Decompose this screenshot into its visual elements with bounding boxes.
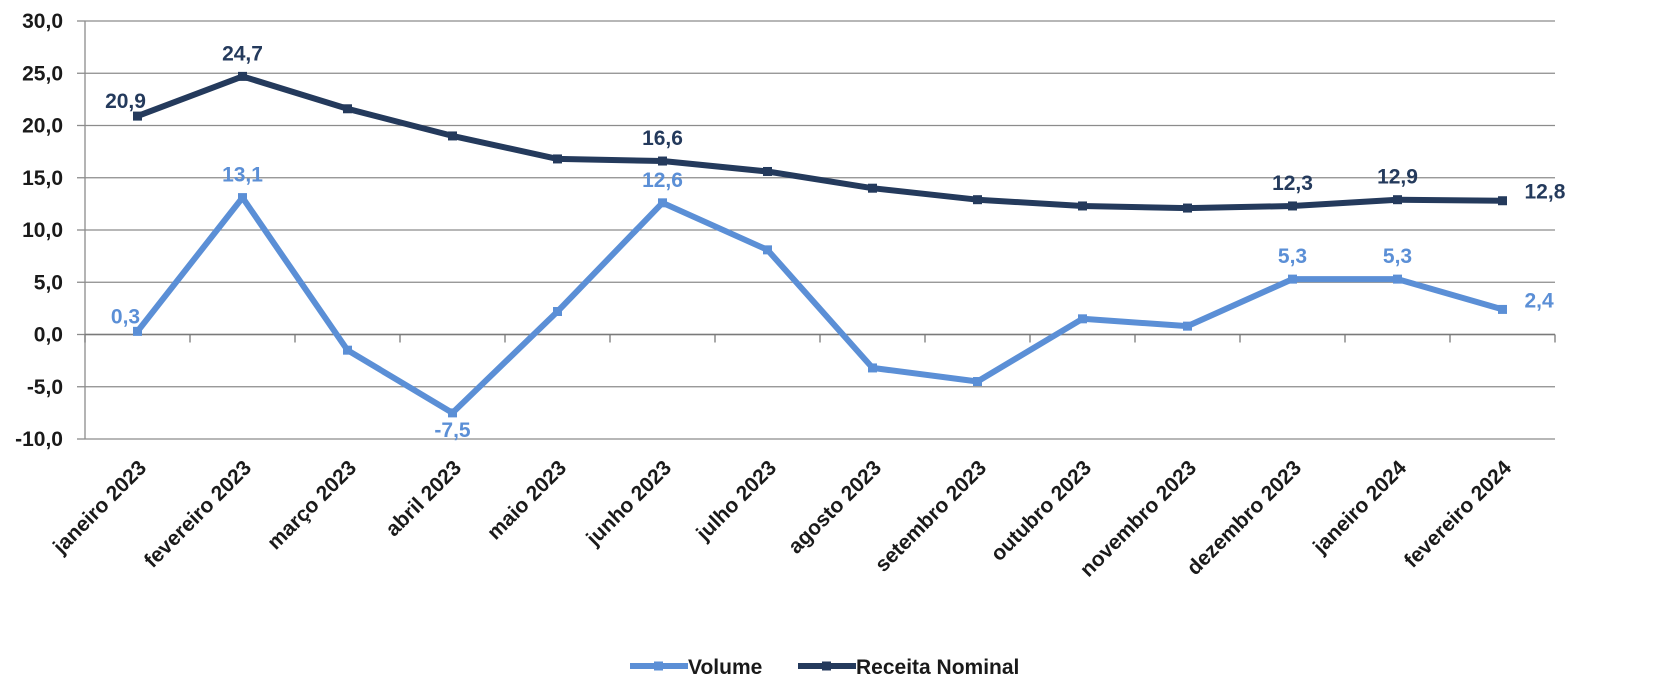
data-label: 0,3 bbox=[111, 305, 140, 328]
x-tick-label: março 2023 bbox=[263, 456, 361, 554]
data-point bbox=[1393, 195, 1402, 205]
legend-swatch-marker bbox=[822, 661, 831, 671]
data-point bbox=[1288, 274, 1297, 284]
x-tick-label: fevereiro 2024 bbox=[1400, 456, 1516, 572]
data-labels: 0,3 13,1 -7,5 12,6 5,3 5,3 2,4 20,9 24,7 16,6 12,3… bbox=[105, 42, 1566, 441]
data-label: 12,6 bbox=[642, 169, 683, 192]
data-point bbox=[973, 377, 982, 387]
y-tick-label: 10,0 bbox=[22, 219, 63, 242]
data-label: -7,5 bbox=[434, 419, 471, 442]
data-point bbox=[763, 245, 772, 255]
legend-swatch-marker bbox=[654, 661, 663, 671]
data-label: 20,9 bbox=[105, 90, 146, 113]
y-tick-label: 5,0 bbox=[34, 271, 63, 294]
data-point bbox=[1078, 201, 1087, 211]
data-point bbox=[1183, 203, 1192, 213]
series-line-1 bbox=[134, 73, 1506, 212]
data-point bbox=[133, 326, 142, 336]
y-tick-label: -5,0 bbox=[27, 376, 63, 399]
data-point bbox=[658, 198, 667, 208]
data-label: 16,6 bbox=[642, 127, 683, 150]
x-tick-label: janeiro 2023 bbox=[48, 456, 151, 559]
y-tick-label: 0,0 bbox=[34, 324, 63, 347]
data-point bbox=[448, 408, 457, 418]
data-label: 5,3 bbox=[1278, 245, 1307, 268]
y-axis-tick-labels: -10,0 -5,0 0,0 5,0 10,0 15,0 20,0 25,0 30,0 bbox=[15, 10, 63, 451]
x-tick-label: julho 2023 bbox=[691, 456, 781, 546]
data-label: 12,8 bbox=[1525, 181, 1566, 204]
x-tick-label: outubro 2023 bbox=[987, 456, 1097, 566]
data-point bbox=[133, 111, 142, 121]
data-label: 24,7 bbox=[222, 42, 263, 65]
data-point bbox=[763, 166, 772, 176]
data-point bbox=[1078, 314, 1087, 324]
axes bbox=[77, 20, 1556, 440]
data-label: 12,3 bbox=[1272, 172, 1313, 195]
y-tick-label: 30,0 bbox=[22, 10, 63, 33]
data-point bbox=[868, 183, 877, 193]
x-tick-label: maio 2023 bbox=[483, 456, 571, 544]
x-tick-label: janeiro 2024 bbox=[1308, 456, 1411, 559]
x-tick-label: fevereiro 2023 bbox=[140, 456, 256, 572]
x-tick-label: agosto 2023 bbox=[784, 456, 886, 558]
x-tick-label: setembro 2023 bbox=[871, 456, 991, 576]
data-point bbox=[658, 156, 667, 166]
data-point bbox=[553, 154, 562, 164]
data-point bbox=[238, 193, 247, 203]
gridlines bbox=[85, 20, 1555, 440]
x-tick-label: junho 2023 bbox=[581, 456, 676, 551]
data-label: 5,3 bbox=[1383, 245, 1412, 268]
data-label: 2,4 bbox=[1525, 289, 1555, 312]
series-line-0 bbox=[134, 194, 1506, 416]
legend: Volume Receita Nominal bbox=[630, 656, 1019, 679]
legend-label: Receita Nominal bbox=[856, 656, 1019, 679]
data-point bbox=[343, 345, 352, 355]
data-point bbox=[973, 195, 982, 205]
data-point bbox=[1288, 201, 1297, 211]
y-tick-label: -10,0 bbox=[15, 428, 63, 451]
data-point bbox=[1498, 304, 1507, 314]
y-tick-label: 25,0 bbox=[22, 62, 63, 85]
data-point bbox=[1498, 196, 1507, 206]
data-point bbox=[1183, 321, 1192, 331]
y-tick-label: 20,0 bbox=[22, 115, 63, 138]
data-point bbox=[448, 131, 457, 141]
data-point bbox=[868, 363, 877, 373]
data-label: 13,1 bbox=[222, 164, 263, 187]
legend-label: Volume bbox=[688, 656, 762, 679]
data-point bbox=[553, 307, 562, 317]
data-label: 12,9 bbox=[1377, 166, 1418, 189]
data-point bbox=[1393, 274, 1402, 284]
series-lines bbox=[133, 71, 1507, 418]
data-point bbox=[238, 71, 247, 81]
x-tick-label: abril 2023 bbox=[381, 456, 466, 541]
data-point bbox=[343, 104, 352, 114]
x-tick-label: dezembro 2023 bbox=[1182, 456, 1306, 580]
y-tick-label: 15,0 bbox=[22, 167, 63, 190]
